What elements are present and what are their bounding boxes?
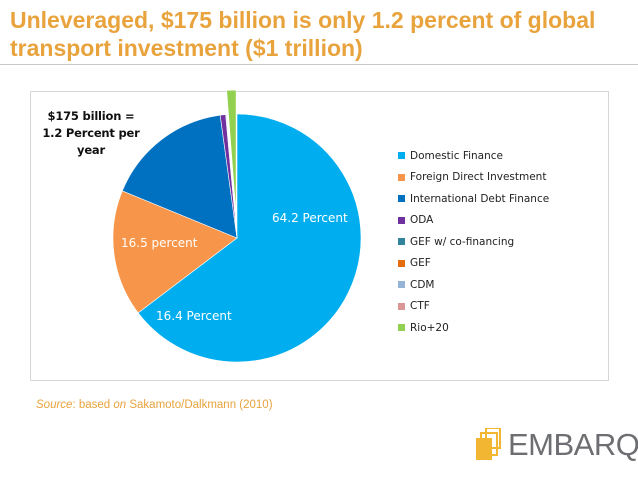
legend-label: ODA — [410, 214, 434, 227]
pie-slice-international-debt-finance — [121, 114, 238, 239]
legend-item: ODA — [398, 210, 549, 232]
legend-swatch — [398, 216, 405, 224]
source-mid: : based — [72, 399, 114, 411]
legend-item: GEF — [398, 253, 549, 275]
source-ref: Sakamoto/Dalkmann (2010) — [126, 399, 273, 411]
legend-label: Domestic Finance — [410, 149, 503, 162]
pie-slice-domestic-finance — [137, 113, 362, 363]
legend-label: GEF — [410, 257, 431, 270]
legend-item: International Debt Finance — [398, 188, 549, 210]
legend-item: CTF — [398, 296, 549, 318]
embarq-logo-icon — [476, 428, 501, 460]
legend-swatch — [398, 281, 405, 289]
logo-text: EMBARQ — [508, 427, 638, 462]
legend-swatch — [398, 173, 405, 181]
pie-slice-ctf — [226, 114, 238, 239]
legend-swatch — [398, 238, 405, 246]
legend-item: Domestic Finance — [398, 145, 549, 167]
embarq-logo: EMBARQ — [476, 428, 638, 462]
legend-label: Rio+20 — [410, 321, 449, 334]
legend-label: CDM — [410, 278, 435, 291]
legend-label: GEF w/ co-financing — [410, 235, 515, 248]
slice-label-international-debt-finance: 16.5 percent — [121, 236, 198, 250]
source-prefix: Source — [36, 399, 73, 411]
legend-label: Foreign Direct Investment — [410, 171, 547, 184]
legend-label: CTF — [410, 300, 430, 313]
legend-label: International Debt Finance — [410, 192, 550, 205]
source-note: Source: based on Sakamoto/Dalkmann (2010… — [36, 399, 273, 411]
legend-swatch — [398, 152, 405, 160]
pie-slice-rio-20 — [226, 89, 237, 215]
legend-item: CDM — [398, 274, 549, 296]
legend-item: GEF w/ co-financing — [398, 231, 549, 253]
callout-label: $175 billion = 1.2 Percent per year — [42, 109, 140, 157]
legend-item: Rio+20 — [398, 317, 549, 339]
title-divider — [0, 64, 638, 65]
legend-swatch — [398, 195, 405, 203]
legend-swatch — [398, 324, 405, 332]
slide-title: Unleveraged, $175 billion is only 1.2 pe… — [10, 7, 596, 61]
source-on: on — [113, 399, 127, 411]
chart-frame — [30, 91, 609, 381]
legend-swatch — [398, 259, 405, 267]
pie-slice-foreign-direct-investment — [112, 190, 238, 314]
slice-label-domestic-finance: 64.2 Percent — [272, 211, 348, 225]
legend-swatch — [398, 302, 405, 310]
chart-legend: Domestic Finance Foreign Direct Investmen… — [398, 145, 549, 339]
legend-item: Foreign Direct Investment — [398, 167, 549, 189]
slice-label-foreign-direct-investment: 16.4 Percent — [156, 309, 232, 323]
